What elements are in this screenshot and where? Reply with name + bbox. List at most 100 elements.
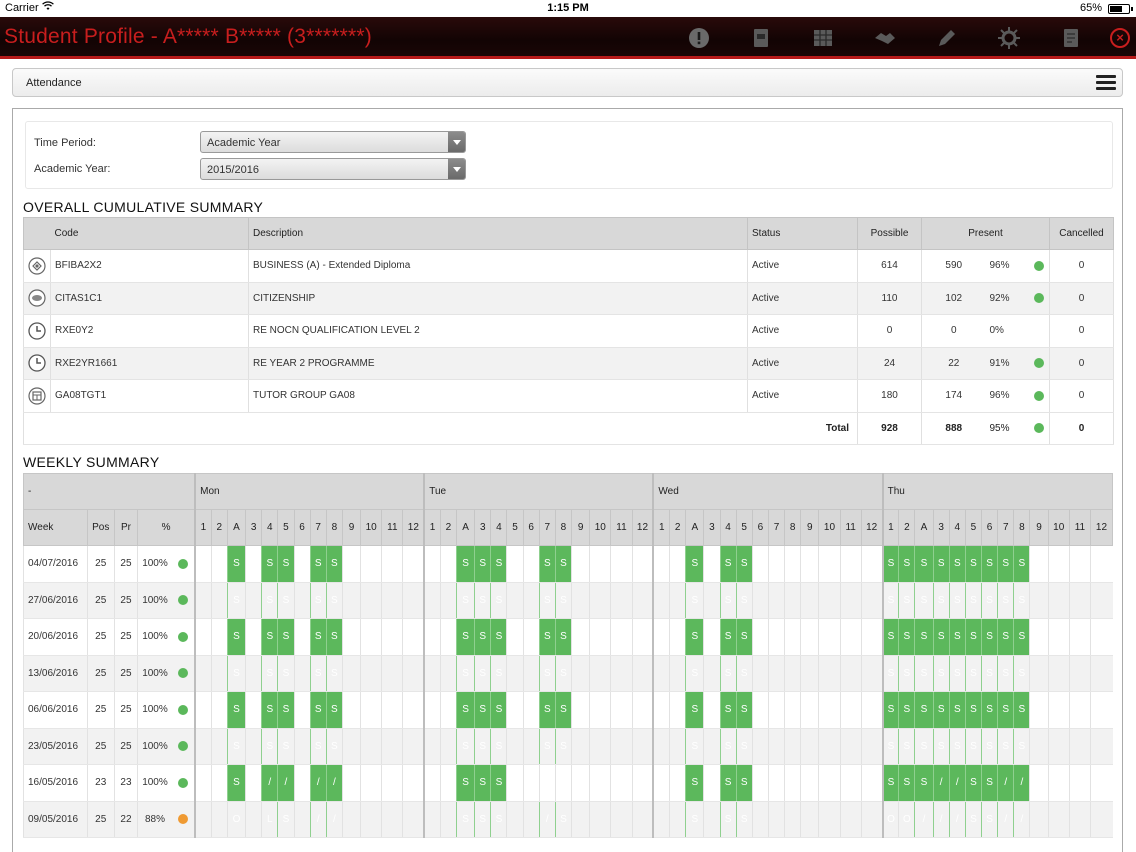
- menu-icon[interactable]: [1096, 75, 1116, 91]
- attendance-mark[interactable]: /: [948, 764, 966, 802]
- attendance-mark[interactable]: S: [685, 801, 704, 838]
- attendance-mark[interactable]: S: [554, 582, 572, 619]
- attendance-mark[interactable]: S: [685, 618, 704, 656]
- attendance-mark[interactable]: S: [474, 691, 491, 729]
- attendance-mark[interactable]: S: [948, 618, 966, 656]
- attendance-mark[interactable]: S: [997, 728, 1014, 765]
- attendance-mark[interactable]: O: [881, 801, 899, 838]
- attendance-mark[interactable]: S: [914, 655, 934, 692]
- attendance-mark[interactable]: S: [226, 764, 246, 802]
- attendance-mark[interactable]: /: [325, 764, 343, 802]
- attendance-mark[interactable]: S: [1013, 655, 1030, 692]
- attendance-mark[interactable]: S: [948, 655, 966, 692]
- attendance-mark[interactable]: S: [554, 691, 572, 729]
- attendance-mark[interactable]: S: [964, 618, 982, 656]
- attendance-mark[interactable]: S: [538, 655, 556, 692]
- attendance-mark[interactable]: S: [490, 764, 507, 802]
- attendance-mark[interactable]: S: [261, 618, 278, 656]
- table-row[interactable]: GA08TGT1 TUTOR GROUP GA08 Active 180 174 96% 0: [23, 379, 1114, 413]
- attendance-mark[interactable]: S: [554, 545, 572, 583]
- table-row[interactable]: 06/06/2016 25 25 100% S S S S S S S S S S S S S S S S S S S S S S: [23, 691, 1113, 729]
- table-row[interactable]: 09/05/2016 25 22 88% O L S / / S S S / S S S S O O / / / S S / /: [23, 801, 1113, 838]
- attendance-mark[interactable]: S: [981, 764, 998, 802]
- attendance-mark[interactable]: S: [490, 801, 507, 838]
- attendance-mark[interactable]: S: [964, 764, 982, 802]
- attendance-mark[interactable]: S: [735, 582, 753, 619]
- attendance-mark[interactable]: S: [997, 691, 1014, 729]
- attendance-mark[interactable]: S: [881, 691, 899, 729]
- attendance-mark[interactable]: S: [261, 728, 278, 765]
- attendance-mark[interactable]: S: [881, 545, 899, 583]
- attendance-mark[interactable]: S: [277, 618, 294, 656]
- attendance-mark[interactable]: S: [1013, 618, 1030, 656]
- attendance-mark[interactable]: S: [474, 728, 491, 765]
- attendance-mark[interactable]: S: [538, 728, 556, 765]
- attendance-mark[interactable]: S: [309, 618, 327, 656]
- attendance-mark[interactable]: S: [932, 655, 950, 692]
- timetable-icon[interactable]: [808, 25, 838, 51]
- attendance-mark[interactable]: S: [948, 582, 966, 619]
- attendance-mark[interactable]: S: [914, 582, 934, 619]
- pen-icon[interactable]: [932, 25, 962, 51]
- attendance-mark[interactable]: S: [964, 545, 982, 583]
- attendance-mark[interactable]: /: [277, 764, 294, 802]
- table-row[interactable]: 23/05/2016 25 25 100% S S S S S S S S S S S S S S S S S S S S S S: [23, 728, 1113, 765]
- attendance-mark[interactable]: /: [948, 801, 966, 838]
- attendance-mark[interactable]: S: [719, 582, 737, 619]
- attendance-mark[interactable]: S: [881, 655, 899, 692]
- attendance-mark[interactable]: S: [554, 728, 572, 765]
- attendance-mark[interactable]: S: [309, 582, 327, 619]
- attendance-mark[interactable]: S: [456, 582, 475, 619]
- academic-year-select[interactable]: 2015/2016: [200, 158, 466, 180]
- attendance-mark[interactable]: S: [456, 655, 475, 692]
- attendance-mark[interactable]: S: [490, 618, 507, 656]
- attendance-mark[interactable]: S: [898, 582, 915, 619]
- attendance-mark[interactable]: S: [898, 764, 915, 802]
- attendance-mark[interactable]: S: [719, 545, 737, 583]
- attendance-mark[interactable]: S: [719, 764, 737, 802]
- attendance-mark[interactable]: S: [932, 691, 950, 729]
- attendance-mark[interactable]: S: [1013, 728, 1030, 765]
- attendance-mark[interactable]: S: [325, 655, 343, 692]
- attendance-mark[interactable]: S: [309, 545, 327, 583]
- attendance-mark[interactable]: /: [1013, 801, 1030, 838]
- attendance-mark[interactable]: S: [538, 545, 556, 583]
- table-row[interactable]: RXE2YR1661 RE YEAR 2 PROGRAMME Active 24 22 9…: [23, 347, 1114, 380]
- attendance-mark[interactable]: S: [685, 655, 704, 692]
- attendance-mark[interactable]: S: [474, 582, 491, 619]
- attendance-mark[interactable]: S: [325, 691, 343, 729]
- attendance-mark[interactable]: S: [719, 618, 737, 656]
- attendance-mark[interactable]: S: [964, 582, 982, 619]
- attendance-mark[interactable]: S: [898, 655, 915, 692]
- attendance-mark[interactable]: /: [1013, 764, 1030, 802]
- table-row[interactable]: 27/06/2016 25 25 100% S S S S S S S S S S S S S S S S S S S S S S: [23, 582, 1113, 619]
- attendance-mark[interactable]: S: [277, 691, 294, 729]
- attendance-mark[interactable]: S: [456, 691, 475, 729]
- attendance-mark[interactable]: S: [261, 582, 278, 619]
- attendance-mark[interactable]: S: [277, 801, 294, 838]
- attendance-mark[interactable]: S: [685, 691, 704, 729]
- attendance-mark[interactable]: S: [719, 728, 737, 765]
- attendance-mark[interactable]: /: [932, 764, 950, 802]
- attendance-mark[interactable]: S: [932, 618, 950, 656]
- attendance-mark[interactable]: S: [997, 618, 1014, 656]
- attendance-mark[interactable]: S: [914, 728, 934, 765]
- attendance-mark[interactable]: S: [1013, 691, 1030, 729]
- attendance-mark[interactable]: S: [261, 691, 278, 729]
- attendance-mark[interactable]: S: [226, 691, 246, 729]
- attendance-mark[interactable]: S: [981, 655, 998, 692]
- attendance-mark[interactable]: S: [490, 655, 507, 692]
- attendance-mark[interactable]: S: [948, 545, 966, 583]
- attendance-mark[interactable]: S: [490, 545, 507, 583]
- attendance-mark[interactable]: S: [226, 655, 246, 692]
- attendance-mark[interactable]: S: [735, 764, 753, 802]
- table-row[interactable]: 04/07/2016 25 25 100% S S S S S S S S S S S S S S S S S S S S S S: [23, 545, 1113, 583]
- attendance-mark[interactable]: /: [914, 801, 934, 838]
- attendance-mark[interactable]: S: [1013, 545, 1030, 583]
- attendance-mark[interactable]: S: [226, 582, 246, 619]
- attendance-mark[interactable]: S: [456, 545, 475, 583]
- time-period-select[interactable]: Academic Year: [200, 131, 466, 153]
- attendance-mark[interactable]: L: [261, 801, 278, 838]
- attendance-mark[interactable]: S: [226, 618, 246, 656]
- attendance-mark[interactable]: /: [309, 801, 327, 838]
